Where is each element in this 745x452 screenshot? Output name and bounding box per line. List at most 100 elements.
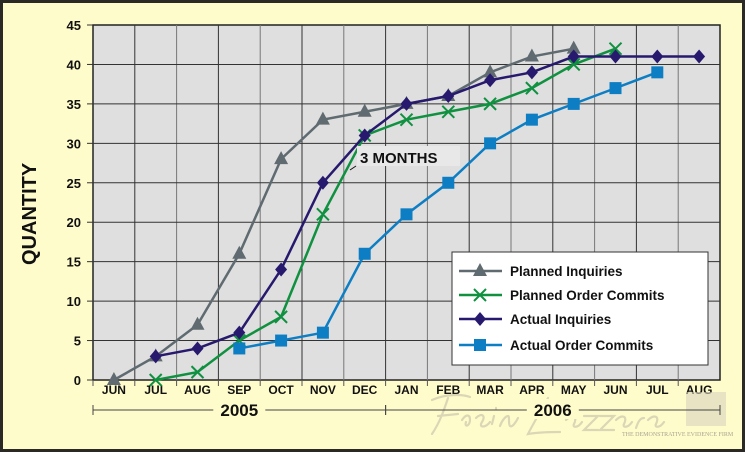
series-actual-order-commits (233, 66, 664, 355)
year-label-bg (213, 399, 266, 419)
x-tick-label: MAR (476, 383, 504, 397)
data-point-square (275, 334, 288, 347)
annotation-arrow (349, 165, 357, 171)
data-point-diamond (609, 49, 622, 64)
data-point-square (316, 326, 329, 339)
legend-label: Planned Order Commits (510, 288, 665, 303)
data-point-triangle (524, 48, 539, 62)
data-point-diamond (651, 49, 664, 64)
data-point-square (525, 113, 538, 126)
legend: Planned Inquiries Planned Order Commits Ac… (451, 251, 709, 366)
data-point-diamond (484, 73, 497, 88)
y-axis-label: QUANTITY (19, 162, 41, 265)
series-planned-order-commits (148, 41, 623, 387)
series-line (155, 55, 700, 358)
y-axis-ticks: 0 5 10 15 20 25 30 35 40 45 (67, 18, 81, 388)
y-tick-label: 30 (67, 136, 81, 151)
year-label: 2006 (534, 401, 572, 420)
data-point-square (233, 342, 246, 355)
year-axis: 2005 2006 (92, 399, 721, 420)
data-point-x (148, 373, 163, 387)
series-line (113, 47, 574, 382)
data-point-square (442, 176, 455, 189)
data-point-diamond (525, 65, 538, 80)
y-tick-label: 20 (67, 215, 81, 230)
y-tick-label: 0 (74, 373, 81, 388)
x-tick-label: JAN (394, 383, 418, 397)
x-tick-label: JUL (646, 383, 669, 397)
x-tick-label: SEP (227, 383, 251, 397)
legend-item: Actual Order Commits (459, 338, 653, 353)
y-tick-label: 5 (74, 334, 81, 349)
data-point-x (525, 81, 539, 95)
x-tick-label: NOV (310, 383, 336, 397)
y-tick-label: 10 (67, 294, 81, 309)
data-point-x (190, 365, 205, 379)
data-point-x (566, 57, 581, 72)
legend-label: Actual Order Commits (510, 338, 653, 353)
x-tick-label: JUL (144, 383, 167, 397)
x-tick-label: OCT (268, 383, 294, 397)
x-tick-label: JUN (603, 383, 627, 397)
series-actual-inquiries (149, 49, 706, 364)
data-point-triangle (274, 151, 289, 165)
data-point-diamond (567, 49, 580, 64)
data-point-triangle (190, 316, 205, 330)
data-point-square (567, 97, 580, 110)
y-tick-label: 25 (67, 176, 81, 191)
data-point-diamond (693, 49, 706, 64)
data-point-square (484, 137, 497, 150)
series-line (155, 47, 616, 382)
data-point-x (483, 97, 497, 111)
watermark-emblem (686, 392, 726, 426)
data-point-x (399, 112, 414, 127)
annotation-text: 3 MONTHS (360, 150, 438, 167)
data-point-square (474, 339, 486, 351)
x-tick-label: MAY (561, 383, 587, 397)
data-point-diamond (442, 89, 455, 103)
data-point-triangle (106, 372, 121, 385)
data-point-x (316, 207, 330, 222)
x-tick-label: AUG (184, 383, 211, 397)
watermark-logo-lettering (430, 393, 666, 436)
legend-label: Planned Inquiries (510, 264, 623, 279)
legend-item: Actual Inquiries (459, 312, 611, 327)
y-tick-label: 45 (67, 18, 81, 33)
data-point-square (651, 66, 664, 79)
legend-label: Actual Inquiries (510, 312, 611, 327)
year-label-bg (526, 399, 579, 419)
data-point-diamond (233, 325, 246, 340)
data-point-square (358, 247, 371, 260)
data-point-diamond (400, 96, 413, 111)
data-point-diamond (275, 262, 288, 277)
y-tick-label: 15 (67, 255, 81, 270)
data-point-square (609, 82, 622, 95)
annotation-bg (357, 146, 460, 166)
x-tick-label: DEC (352, 383, 378, 397)
data-point-diamond (149, 349, 162, 364)
data-point-x (274, 310, 288, 324)
year-label: 2005 (220, 401, 258, 420)
data-point-diamond (316, 175, 329, 190)
data-point-x (608, 41, 623, 56)
data-point-diamond (191, 341, 204, 356)
data-point-diamond (474, 312, 486, 326)
data-point-x (473, 288, 487, 302)
data-point-triangle (483, 64, 498, 78)
data-point-triangle (315, 111, 330, 125)
x-tick-label: JUN (102, 383, 126, 397)
watermark-tagline: THE DEMONSTRATIVE EVIDENCE FIRM (622, 432, 734, 438)
annotation-3-months: 3 MONTHS (349, 146, 460, 171)
x-axis-ticks: JUN JUL AUG SEP OCT NOV DEC JAN FEB MAR APR MAY JUN J… (92, 380, 712, 397)
watermark-logo: THE DEMONSTRATIVE EVIDENCE FIRM (430, 392, 734, 438)
legend-item: Planned Inquiries (459, 263, 623, 279)
y-tick-label: 35 (67, 97, 81, 112)
data-point-triangle (357, 103, 372, 117)
data-point-square (400, 208, 413, 221)
data-point-triangle (566, 40, 581, 54)
data-point-triangle (473, 263, 487, 276)
data-point-diamond (358, 128, 371, 143)
legend-item: Planned Order Commits (459, 288, 665, 303)
